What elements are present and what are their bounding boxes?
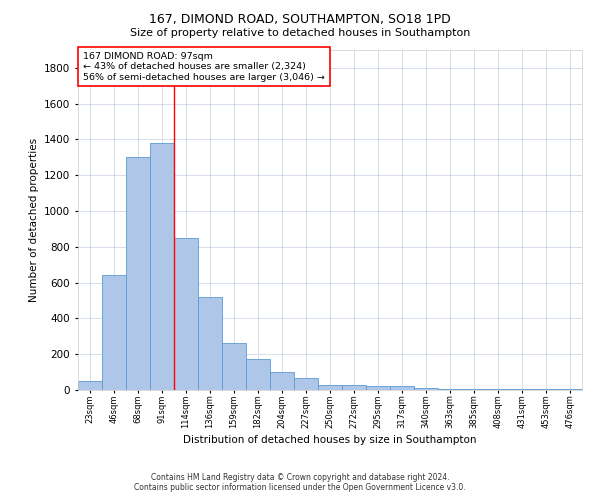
Bar <box>246 358 270 390</box>
Bar <box>222 342 246 390</box>
Bar <box>294 378 318 390</box>
Bar <box>438 388 462 390</box>
Text: 167 DIMOND ROAD: 97sqm
← 43% of detached houses are smaller (2,324)
56% of semi-: 167 DIMOND ROAD: 97sqm ← 43% of detached… <box>83 52 325 82</box>
Y-axis label: Number of detached properties: Number of detached properties <box>29 138 38 302</box>
Bar <box>342 384 366 390</box>
X-axis label: Distribution of detached houses by size in Southampton: Distribution of detached houses by size … <box>183 435 477 445</box>
Bar <box>414 388 438 390</box>
Bar <box>198 297 222 390</box>
Bar <box>126 158 150 390</box>
Bar <box>102 276 126 390</box>
Text: 167, DIMOND ROAD, SOUTHAMPTON, SO18 1PD: 167, DIMOND ROAD, SOUTHAMPTON, SO18 1PD <box>149 12 451 26</box>
Text: Size of property relative to detached houses in Southampton: Size of property relative to detached ho… <box>130 28 470 38</box>
Bar <box>462 388 486 390</box>
Bar <box>390 386 414 390</box>
Bar <box>174 238 198 390</box>
Bar <box>78 381 102 390</box>
Bar <box>366 386 390 390</box>
Bar <box>150 143 174 390</box>
Text: Contains HM Land Registry data © Crown copyright and database right 2024.
Contai: Contains HM Land Registry data © Crown c… <box>134 473 466 492</box>
Bar <box>318 384 342 390</box>
Bar <box>486 389 510 390</box>
Bar <box>270 372 294 390</box>
